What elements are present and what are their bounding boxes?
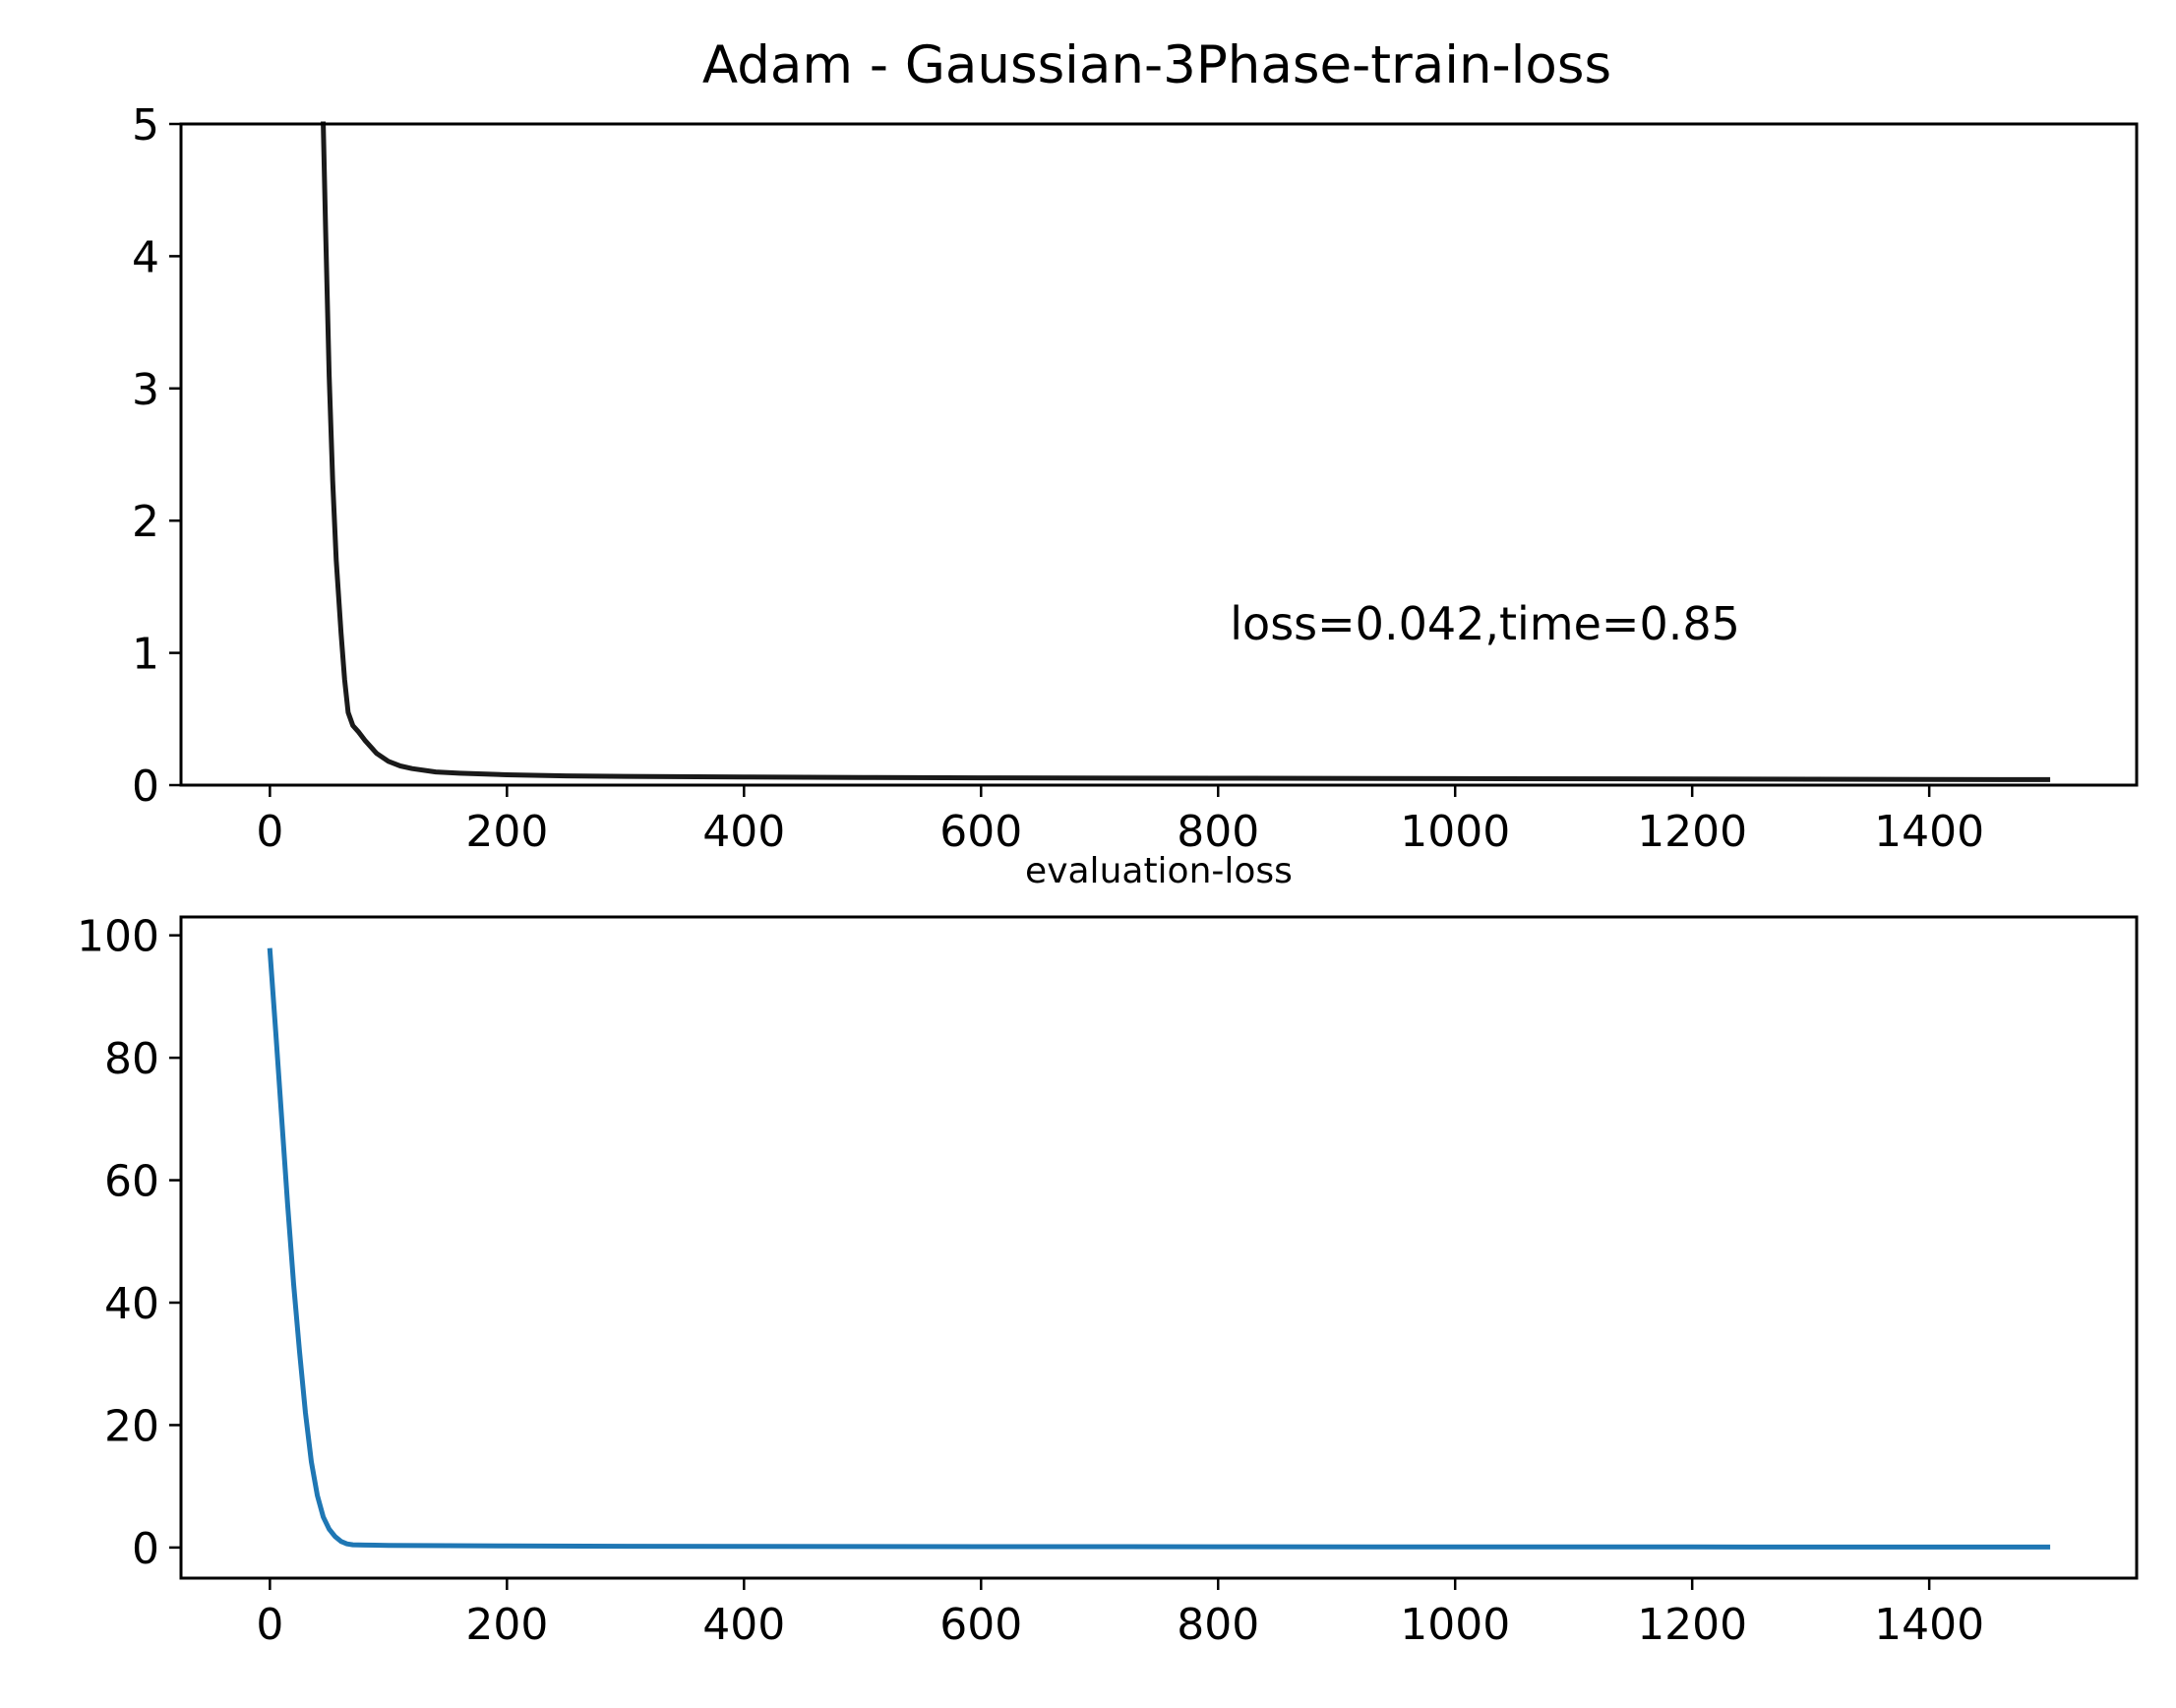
- x-tick-label: 0: [256, 807, 283, 857]
- train-loss-title: Adam - Gaussian-3Phase-train-loss: [702, 35, 1611, 95]
- train-loss-ticks: 0 200 400 600 800 1000 1200 1400 0 1 2 3 4 5: [132, 100, 1984, 857]
- x-tick-label: 800: [1177, 807, 1259, 857]
- y-tick-label: 80: [104, 1034, 159, 1084]
- y-tick-label: 40: [104, 1279, 159, 1329]
- y-tick-label: 4: [132, 232, 159, 282]
- train-loss-subplot: Adam - Gaussian-3Phase-train-loss 0 200 40…: [132, 35, 2139, 857]
- x-tick-label: 600: [939, 807, 1022, 857]
- x-tick-label: 600: [939, 1600, 1022, 1650]
- y-tick-label: 0: [132, 1524, 159, 1574]
- x-tick-label: 1400: [1874, 1600, 1984, 1650]
- x-tick-label: 1000: [1400, 1600, 1510, 1650]
- y-tick-label: 3: [132, 365, 159, 415]
- train-loss-axes-frame: [179, 122, 2139, 787]
- x-tick-label: 200: [465, 807, 548, 857]
- evaluation-loss-subplot: 0 200 400 600 800 1000 1200 1400 0 20 40 60 80 100 ev…: [77, 851, 2139, 1650]
- x-tick-label: 1200: [1637, 807, 1747, 857]
- x-tick-label: 400: [702, 807, 785, 857]
- x-tick-label: 200: [465, 1600, 548, 1650]
- evaluation-loss-series: [267, 947, 2051, 1550]
- x-tick-label: 800: [1177, 1600, 1259, 1650]
- y-tick-label: 5: [132, 100, 159, 151]
- x-tick-label: 400: [702, 1600, 785, 1650]
- evaluation-loss-ticks: 0 200 400 600 800 1000 1200 1400 0 20 40 60 80 100: [77, 912, 1984, 1650]
- train-loss-series: [321, 121, 2051, 782]
- x-tick-label: 1200: [1637, 1600, 1747, 1650]
- y-tick-label: 2: [132, 497, 159, 547]
- evaluation-loss-axes-frame: [179, 915, 2139, 1580]
- loss-line: [321, 121, 2051, 782]
- x-tick-label: 1000: [1400, 807, 1510, 857]
- loss-line: [267, 947, 2051, 1550]
- loss-time-annotation: loss=0.042,time=0.85: [1230, 597, 1740, 650]
- y-tick-label: 100: [77, 912, 159, 962]
- x-tick-label: 1400: [1874, 807, 1984, 857]
- x-tick-label: 0: [256, 1600, 283, 1650]
- y-tick-label: 1: [132, 630, 159, 680]
- y-tick-label: 0: [132, 762, 159, 812]
- y-tick-label: 20: [104, 1401, 159, 1451]
- evaluation-loss-title: evaluation-loss: [1025, 851, 1293, 891]
- y-tick-label: 60: [104, 1157, 159, 1207]
